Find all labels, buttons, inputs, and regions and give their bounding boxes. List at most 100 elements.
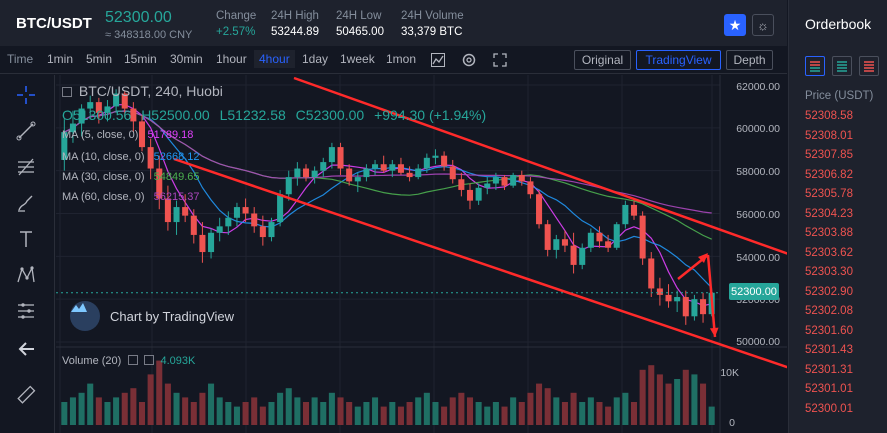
volume-bar (121, 392, 128, 425)
view-depth-button[interactable]: Depth (726, 50, 773, 70)
candle-body (225, 217, 232, 227)
ma5-legend[interactable]: MA (5, close, 0) 51789.18 (62, 129, 194, 141)
volume-bar (268, 402, 275, 425)
volume-bar (622, 392, 629, 425)
crosshair-icon[interactable] (12, 81, 40, 109)
settings-icon[interactable] (460, 51, 478, 69)
candle-body (233, 207, 240, 218)
tf-5min[interactable]: 5min (86, 52, 113, 66)
chart-canvas[interactable] (56, 75, 787, 433)
orderbook-ask-price[interactable]: 52302.90 (805, 285, 853, 298)
orderbook-ask-price[interactable]: 52301.43 (805, 344, 853, 356)
tf-30min[interactable]: 30min (170, 52, 203, 66)
ma10-legend[interactable]: MA (10, close, 0) 52668.12 (62, 151, 200, 163)
projection-arrow-head (709, 327, 719, 337)
trading-pair[interactable]: BTC/USDT (16, 15, 92, 32)
volume-bar (501, 406, 508, 425)
tf-1week[interactable]: 1week (340, 52, 375, 66)
text-tool-icon[interactable] (12, 225, 40, 253)
orderbook-ask-price[interactable]: 52305.78 (805, 188, 853, 200)
volume-bar (87, 383, 94, 425)
candle-body (190, 215, 197, 235)
volume-bar (311, 397, 318, 425)
orderbook-ask-price[interactable]: 52301.60 (805, 324, 853, 337)
orderbook-ask-price[interactable]: 52302.08 (805, 305, 853, 317)
orderbook-ask-price[interactable]: 52303.30 (805, 266, 853, 278)
orderbook-ask-price[interactable]: 52301.01 (805, 383, 853, 395)
view-original-button[interactable]: Original (574, 50, 631, 70)
candle-body (656, 288, 663, 295)
star-icon: ★ (728, 16, 742, 33)
volume-bar (432, 402, 439, 425)
measure-icon[interactable] (12, 297, 40, 325)
fullscreen-icon[interactable] (491, 51, 509, 69)
view-tradingview-button[interactable]: TradingView (636, 50, 721, 70)
fib-retracement-icon[interactable] (12, 153, 40, 181)
candle-body (251, 213, 258, 227)
orderbook-ask-price[interactable]: 52301.31 (805, 363, 853, 376)
volume-settings-icon[interactable] (128, 355, 139, 365)
low-value: L51232.58 (219, 107, 286, 123)
ohlc-legend: BTC/USDT, 240, Huobi (62, 83, 223, 99)
orderbook-both-icon[interactable] (805, 56, 825, 76)
orderbook-ask-price[interactable]: 52300.01 (805, 402, 853, 415)
trend-line-icon[interactable] (12, 117, 40, 145)
volume-bar (372, 397, 379, 425)
tf-15min[interactable]: 15min (124, 52, 157, 66)
volume-bar (708, 406, 715, 425)
candle-body (285, 177, 292, 195)
indicator-icon[interactable] (429, 51, 447, 69)
close-value: C52300.00 (295, 107, 365, 123)
volume-bar (406, 402, 413, 425)
candle-body (216, 226, 223, 233)
candle-body (432, 155, 439, 158)
ma60-legend[interactable]: MA (60, close, 0) 56215.37 (62, 191, 200, 203)
candle-body (138, 121, 146, 148)
tradingview-brand[interactable]: Chart by TradingView (70, 301, 234, 331)
pattern-icon[interactable] (12, 261, 40, 289)
orderbook-ask-price[interactable]: 52303.62 (805, 246, 853, 259)
ma30-legend[interactable]: MA (30, close, 0) 54849.65 (62, 171, 200, 183)
ticker-header: BTC/USDT 52300.00 ≈ 348318.00 CNY Change… (0, 0, 787, 46)
volume-bar (639, 369, 646, 425)
candle-body (242, 207, 249, 214)
orderbook-asks-icon[interactable] (859, 56, 879, 76)
volume-legend[interactable]: Volume (20) 4.093K (62, 355, 196, 367)
brush-icon[interactable] (12, 189, 40, 217)
candle-body (87, 102, 94, 109)
orderbook-ask-price[interactable]: 52308.01 (805, 129, 853, 142)
candle-body (605, 241, 612, 248)
orderbook-ask-price[interactable]: 52308.58 (805, 110, 853, 122)
volume-bar (423, 392, 430, 425)
volume-bar (277, 392, 284, 425)
candle-body (328, 147, 335, 163)
candle-body (630, 204, 638, 216)
tf-4hour[interactable]: 4hour (254, 50, 295, 68)
back-arrow-icon[interactable] (12, 335, 40, 363)
candle-body (208, 232, 215, 253)
tf-1hour[interactable]: 1hour (216, 52, 247, 66)
volume-bar (233, 406, 240, 425)
theme-toggle-button[interactable]: ☼ (752, 14, 774, 36)
candle-body (536, 194, 543, 225)
orderbook-ask-price[interactable]: 52304.23 (805, 207, 853, 220)
orderbook-ask-price[interactable]: 52303.88 (805, 227, 853, 239)
ruler-icon[interactable] (12, 381, 40, 409)
candle-body (397, 164, 404, 173)
orderbook-ask-price[interactable]: 52307.85 (805, 149, 853, 161)
volume-close-icon[interactable] (144, 355, 155, 365)
candle-body (78, 108, 85, 124)
volume-bar (682, 369, 689, 425)
candle-body (199, 234, 206, 253)
orderbook-ask-price[interactable]: 52306.82 (805, 168, 853, 181)
tf-1day[interactable]: 1day (302, 52, 329, 66)
price-chart[interactable]: BTC/USDT, 240, Huobi O51300.56 H52500.00… (56, 75, 787, 433)
tf-1min[interactable]: 1min (47, 52, 74, 66)
brand-text: Chart by TradingView (110, 308, 235, 324)
favorite-button[interactable]: ★ (724, 14, 746, 36)
tf-1mon[interactable]: 1mon (386, 52, 417, 66)
orderbook-bids-icon[interactable] (832, 56, 852, 76)
volume-bar (561, 402, 568, 425)
candle-body (561, 239, 568, 246)
collapse-legend-icon[interactable] (62, 87, 72, 97)
